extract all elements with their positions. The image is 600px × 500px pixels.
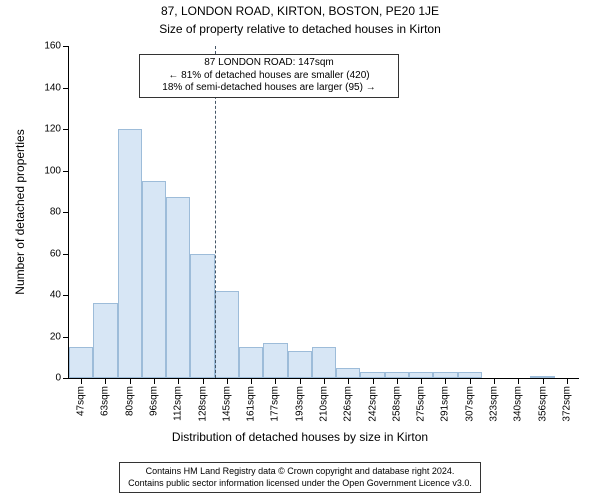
- x-tick-label: 226sqm: [343, 386, 354, 422]
- x-tick-label: 356sqm: [537, 386, 548, 422]
- y-tick-label: 100: [44, 165, 61, 176]
- x-tick: [421, 378, 422, 384]
- page-title: 87, LONDON ROAD, KIRTON, BOSTON, PE20 1J…: [0, 4, 600, 18]
- footer-line: Contains HM Land Registry data © Crown c…: [128, 466, 472, 478]
- y-tick-label: 120: [44, 124, 61, 135]
- footer-box: Contains HM Land Registry data © Crown c…: [119, 462, 481, 493]
- y-tick: [63, 46, 69, 47]
- x-tick-label: 80sqm: [124, 386, 135, 416]
- bar: [263, 343, 287, 378]
- x-tick-label: 291sqm: [440, 386, 451, 422]
- x-tick: [518, 378, 519, 384]
- y-tick: [63, 88, 69, 89]
- bar: [142, 181, 166, 378]
- x-tick-label: 242sqm: [367, 386, 378, 422]
- y-tick: [63, 212, 69, 213]
- y-tick: [63, 295, 69, 296]
- x-tick-label: 47sqm: [76, 386, 87, 416]
- bar: [69, 347, 93, 378]
- bar: [215, 291, 239, 378]
- bar: [336, 368, 360, 378]
- x-tick-label: 258sqm: [391, 386, 402, 422]
- y-tick: [63, 129, 69, 130]
- y-tick: [63, 337, 69, 338]
- x-tick: [397, 378, 398, 384]
- x-tick: [348, 378, 349, 384]
- x-tick-label: 145sqm: [221, 386, 232, 422]
- y-tick: [63, 254, 69, 255]
- x-tick-label: 128sqm: [197, 386, 208, 422]
- y-tick-label: 20: [50, 331, 61, 342]
- annotation-line: 87 LONDON ROAD: 147sqm: [146, 57, 392, 70]
- x-tick-label: 340sqm: [513, 386, 524, 422]
- bar: [288, 351, 312, 378]
- bar: [118, 129, 142, 378]
- x-tick: [154, 378, 155, 384]
- x-tick-label: 177sqm: [270, 386, 281, 422]
- x-tick: [494, 378, 495, 384]
- x-tick: [445, 378, 446, 384]
- x-tick-label: 323sqm: [489, 386, 500, 422]
- bar: [166, 197, 190, 378]
- footer: Contains HM Land Registry data © Crown c…: [0, 462, 600, 493]
- x-tick: [567, 378, 568, 384]
- x-tick-label: 307sqm: [464, 386, 475, 422]
- x-tick: [251, 378, 252, 384]
- x-tick: [324, 378, 325, 384]
- x-tick-label: 96sqm: [149, 386, 160, 416]
- x-tick-label: 161sqm: [246, 386, 257, 422]
- x-axis-label: Distribution of detached houses by size …: [0, 430, 600, 444]
- x-tick: [373, 378, 374, 384]
- x-tick-label: 275sqm: [416, 386, 427, 422]
- y-tick-label: 140: [44, 82, 61, 93]
- bar: [312, 347, 336, 378]
- y-tick-label: 80: [50, 207, 61, 218]
- x-tick: [470, 378, 471, 384]
- x-tick: [105, 378, 106, 384]
- y-tick: [63, 171, 69, 172]
- y-tick-label: 60: [50, 248, 61, 259]
- x-tick-label: 372sqm: [561, 386, 572, 422]
- x-tick: [81, 378, 82, 384]
- y-tick-label: 160: [44, 41, 61, 52]
- x-tick: [203, 378, 204, 384]
- x-tick-label: 210sqm: [319, 386, 330, 422]
- annotation-line: ← 81% of detached houses are smaller (42…: [146, 70, 392, 83]
- x-tick: [275, 378, 276, 384]
- chart-container: { "header": { "title": "87, LONDON ROAD,…: [0, 0, 600, 500]
- page-subtitle: Size of property relative to detached ho…: [0, 22, 600, 36]
- x-tick-label: 63sqm: [100, 386, 111, 416]
- footer-line: Contains public sector information licen…: [128, 478, 472, 490]
- bar: [190, 254, 214, 379]
- annotation-box: 87 LONDON ROAD: 147sqm← 81% of detached …: [139, 54, 399, 98]
- y-tick-label: 40: [50, 290, 61, 301]
- bar: [239, 347, 263, 378]
- y-tick: [63, 378, 69, 379]
- x-tick-label: 112sqm: [173, 386, 184, 421]
- bar: [93, 303, 117, 378]
- x-tick-label: 193sqm: [294, 386, 305, 422]
- annotation-line: 18% of semi-detached houses are larger (…: [146, 82, 392, 95]
- plot-area: 020406080100120140160 47sqm63sqm80sqm96s…: [68, 46, 579, 379]
- y-tick-label: 0: [55, 373, 61, 384]
- x-tick: [543, 378, 544, 384]
- x-tick: [130, 378, 131, 384]
- x-tick: [178, 378, 179, 384]
- x-tick: [300, 378, 301, 384]
- x-tick: [227, 378, 228, 384]
- y-axis-label: Number of detached properties: [13, 129, 27, 294]
